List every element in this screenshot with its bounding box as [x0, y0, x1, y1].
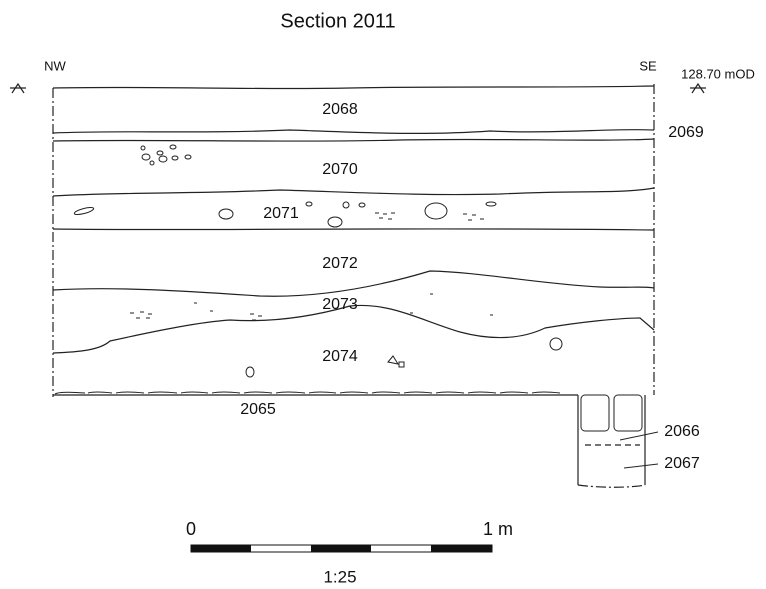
context-label: 2072 — [322, 255, 358, 272]
scale-bar — [190, 544, 493, 553]
context-label: 2070 — [322, 161, 358, 178]
scale-start: 0 — [186, 519, 196, 539]
orientation-right: SE — [639, 58, 657, 73]
title: Section 2011 — [280, 10, 395, 32]
section-outline — [52, 84, 655, 488]
context-label: 2071 — [263, 205, 299, 222]
context-label: 2065 — [240, 401, 276, 418]
datum: 128.70 mOD — [681, 66, 755, 81]
context-label: 2069 — [668, 124, 704, 141]
orientation-left: NW — [44, 58, 66, 73]
context-label: 2066 — [664, 423, 700, 440]
leader-lines — [619, 431, 659, 469]
scale-ratio: 1:25 — [323, 567, 356, 586]
inclusions — [73, 144, 563, 378]
foundation-blocks — [54, 391, 643, 432]
scale-end: 1 m — [483, 519, 513, 539]
datum-markers — [10, 82, 706, 94]
context-label: 2073 — [322, 296, 358, 313]
context-label: 2068 — [322, 101, 358, 118]
context-label: 2067 — [664, 455, 700, 472]
context-label: 2074 — [322, 348, 358, 365]
